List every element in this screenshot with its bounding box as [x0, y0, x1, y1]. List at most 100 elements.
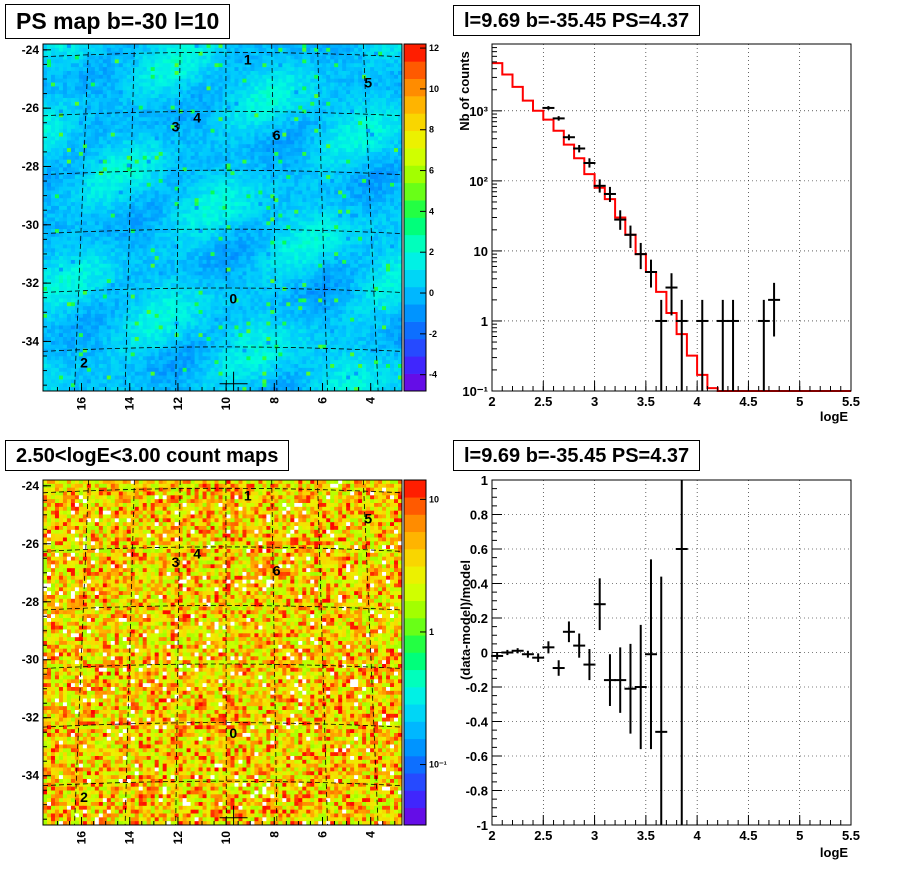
- data-point: [491, 652, 504, 660]
- colorbar-tick-label: 6: [429, 166, 434, 176]
- y-tick-label: -0.8: [466, 784, 488, 799]
- colorbar-tick-label: 12: [429, 43, 439, 53]
- data-point: [655, 299, 668, 391]
- y-tick-label: -0.6: [466, 749, 488, 764]
- data-point: [532, 653, 545, 662]
- graticule-latitude-line: [42, 169, 403, 176]
- y-tick-label: 0.6: [470, 542, 488, 557]
- residuals-ylabel: (data-model)/model: [458, 560, 473, 680]
- y-tick-label: 10²: [469, 174, 488, 189]
- data-point: [573, 633, 586, 658]
- colorbar-tick-label: 2: [429, 247, 434, 257]
- y-tick-label: -0.2: [466, 680, 488, 695]
- data-point: [562, 134, 575, 141]
- data-point: [768, 282, 781, 337]
- source-label: 3: [172, 554, 180, 570]
- data-point: [614, 647, 627, 713]
- graticule-latitude-line: [42, 228, 403, 234]
- data-point: [552, 660, 565, 676]
- x-tick-label: 2: [488, 394, 495, 409]
- graticule-latitude-line: [42, 780, 403, 787]
- x-tick-label: 3: [591, 828, 598, 843]
- x-tick-label: 4: [694, 828, 702, 843]
- residuals-data-points: [491, 480, 688, 825]
- graticule-latitude-line: [42, 487, 403, 494]
- source-label: 5: [364, 75, 372, 91]
- colorbar-tick-label: 1: [429, 627, 434, 637]
- graticule-latitude-line: [42, 346, 403, 352]
- x-tick-label: 3.5: [637, 828, 655, 843]
- data-point: [644, 559, 657, 750]
- colorbar-tick-label: 10: [429, 494, 439, 504]
- graticule-latitude-line: [42, 546, 403, 552]
- residuals-title: l=9.69 b=-35.45 PS=4.37: [453, 440, 701, 471]
- y-tick-label: -28: [22, 159, 40, 173]
- x-tick-label: 8: [267, 831, 281, 838]
- x-tick-label: 10: [219, 397, 233, 411]
- data-point: [675, 480, 688, 825]
- count-map-title: 2.50<logE<3.00 count maps: [5, 440, 290, 471]
- data-point: [614, 210, 627, 230]
- source-label: 5: [364, 511, 372, 527]
- source-label: 0: [229, 291, 237, 307]
- graticule-longitude-line: [271, 479, 278, 826]
- data-point: [542, 641, 555, 654]
- source-label: 4: [193, 110, 201, 126]
- residuals-grid: [492, 480, 851, 825]
- count-map-cells: [43, 480, 403, 826]
- y-tick-label: -30: [22, 653, 40, 667]
- ps-map-frame: [42, 43, 403, 392]
- x-tick-label: 2.5: [534, 828, 552, 843]
- colorbar-tick-label: 4: [429, 206, 434, 216]
- spectrum-ylabel: Nb of counts: [457, 51, 472, 130]
- colorbar-tick-label: 8: [429, 125, 434, 135]
- y-tick-label: -26: [22, 537, 40, 551]
- graticule-longitude-line: [362, 479, 379, 826]
- data-point: [542, 106, 555, 110]
- y-tick-label: 0.8: [470, 508, 488, 523]
- y-tick-label: -24: [22, 479, 40, 493]
- x-tick-label: 5.5: [842, 828, 860, 843]
- source-label: 1: [244, 487, 252, 503]
- y-tick-label: -0.4: [466, 715, 489, 730]
- residuals-axes: 2 2.5 3 3.5 4 4.5 5 5.5 1 0.8 0.6 0.4 0.2 0 -0.2 -0.4 -0…: [466, 473, 860, 843]
- colorbar-tick-label: 0: [429, 288, 434, 298]
- x-tick-label: 4: [364, 831, 378, 838]
- x-tick-label: 5: [796, 828, 803, 843]
- graticule-latitude-line: [42, 51, 403, 58]
- count-map-colorbar: 10 1 10⁻¹: [403, 479, 447, 826]
- data-point: [552, 116, 565, 121]
- x-tick-label: 2.5: [534, 394, 552, 409]
- graticule-longitude-line: [317, 43, 328, 392]
- y-tick-label: 0.4: [470, 577, 489, 592]
- data-point: [603, 654, 616, 706]
- data-point: [624, 225, 637, 249]
- graticule-latitude-line: [42, 110, 403, 117]
- x-tick-label: 4.5: [739, 394, 757, 409]
- ps-map-colorbar: 12 10 8 6 4 2 0 -2 -4: [403, 43, 439, 392]
- y-tick-label: -32: [22, 276, 40, 290]
- spectrum-panel: 2 2.5 3 3.5 4 4.5 5 5.5 10⁻¹ 1 10 10² 10³ logE Nb of…: [457, 43, 860, 424]
- colorbar-tick-label: -2: [429, 329, 437, 339]
- ps-map-source-labels: 0 1 2 34 5 6: [80, 51, 372, 370]
- colorbar-tick-label: -4: [429, 370, 437, 380]
- x-tick-label: 5.5: [842, 394, 860, 409]
- data-point: [696, 299, 709, 391]
- y-tick-label: 10: [474, 244, 488, 259]
- y-tick-label: -34: [22, 334, 40, 348]
- x-tick-label: 8: [267, 397, 281, 404]
- y-tick-label: 1: [481, 314, 488, 329]
- colorbar-frame: [403, 43, 427, 392]
- graticule-latitude-line: [42, 722, 403, 728]
- data-point: [583, 649, 596, 681]
- ps-map-position-marker: [219, 371, 248, 391]
- graticule-latitude-line: [42, 605, 403, 611]
- y-tick-label: -1: [476, 818, 488, 833]
- data-point: [675, 299, 688, 391]
- data-point: [501, 649, 514, 656]
- source-label: 3: [172, 119, 180, 135]
- spectrum-xlabel: logE: [820, 409, 848, 424]
- x-tick-label: 10: [219, 831, 233, 845]
